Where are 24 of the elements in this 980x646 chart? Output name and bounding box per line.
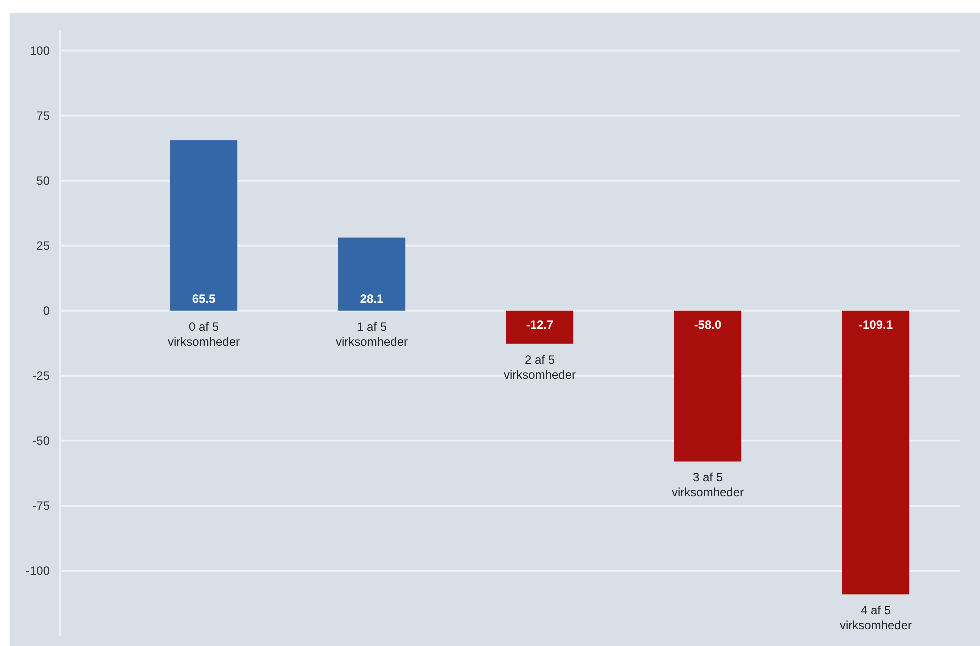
y-tick-label: 50 xyxy=(36,174,50,188)
data-label: -58.0 xyxy=(694,318,722,332)
y-tick-label: 0 xyxy=(43,304,50,318)
y-tick-label: 100 xyxy=(30,44,50,58)
x-tick-label: 4 af 5 virksomheder xyxy=(840,604,912,633)
y-tick-label: -75 xyxy=(32,498,50,513)
bar xyxy=(842,310,910,595)
x-tick-label: 1 af 5 virksomheder xyxy=(336,320,408,349)
data-label: -109.1 xyxy=(858,318,894,332)
x-tick-label: 2 af 5 virksomheder xyxy=(504,352,576,382)
data-label: 28.1 xyxy=(360,292,384,306)
data-label: -12.7 xyxy=(526,318,554,332)
bar xyxy=(674,310,742,462)
bar xyxy=(338,238,406,311)
y-tick-label: -100 xyxy=(26,564,50,578)
x-tick-label: 0 af 5 virksomheder xyxy=(168,320,240,349)
y-tick-label: -50 xyxy=(32,434,50,448)
bar xyxy=(170,140,238,311)
y-tick-label: 75 xyxy=(36,108,50,123)
data-label: 65.5 xyxy=(192,292,216,306)
y-tick-label: 25 xyxy=(36,238,50,253)
bar xyxy=(506,310,574,344)
x-tick-label: 3 af 5 virksomheder xyxy=(672,470,744,500)
y-tick-label: -25 xyxy=(32,368,50,383)
